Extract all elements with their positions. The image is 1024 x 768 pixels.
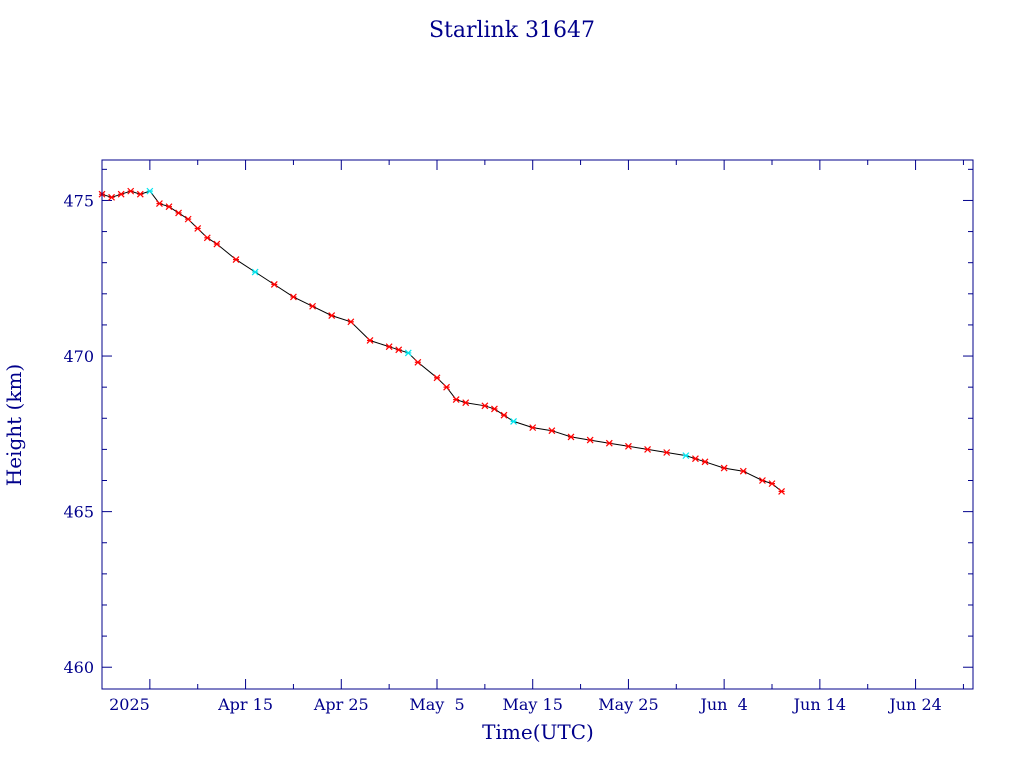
data-point [127,187,135,195]
data-point [251,268,259,276]
x-tick-label: May 5 [409,695,464,714]
data-point [768,480,776,488]
data-point [491,405,498,413]
data-point [481,402,489,410]
data-point [203,234,211,242]
series-line [101,190,782,492]
data-point [443,383,450,391]
data-point [567,433,575,441]
data-point [366,337,374,344]
x-tick-label: 2025 [109,695,150,714]
y-tick-label: 470 [63,347,94,366]
data-point [778,487,785,495]
data-point [117,190,125,198]
data-point [682,452,690,460]
data-point [692,455,699,463]
data-point [644,445,651,453]
data-point [701,458,709,466]
data-point [175,209,182,217]
data-point [720,464,728,472]
y-axis-label: Height (km) [2,364,26,486]
data-point [605,439,613,447]
data-point [663,449,671,456]
data-point [194,225,202,232]
data-point [108,193,115,201]
data-point [156,200,163,207]
data-point [586,436,594,444]
data-point [414,358,422,366]
data-point [625,442,632,450]
data-point [213,240,221,248]
data-point [165,203,173,211]
data-point [136,190,144,198]
data-point [385,343,393,351]
x-axis-label: Time(UTC) [482,720,594,744]
x-tick-label: Jun 24 [887,695,941,714]
data-point [529,424,537,432]
data-point [739,467,747,475]
data-point [500,411,508,419]
data-point [404,349,412,357]
data-point [184,215,192,223]
data-point [548,427,556,435]
data-point [309,302,316,310]
data-point [395,346,403,354]
plot-frame [101,159,974,690]
data-point [232,256,240,264]
x-tick-label: Jun 4 [698,695,747,714]
y-tick-label: 475 [63,191,94,210]
axis-tick-labels: 460 465 470 475 2025 Apr 15 Apr 25 May 5 May 15 M… [63,191,941,714]
data-points [98,187,785,495]
x-tick-label: May 25 [598,695,658,714]
x-tick-label: Apr 15 [217,695,273,714]
data-point [452,396,460,404]
data-point [328,312,336,320]
axis-ticks [101,160,973,689]
x-tick-label: May 15 [503,695,563,714]
data-point [433,374,441,382]
data-point [290,293,297,301]
y-tick-label: 465 [63,503,94,522]
data-point [270,281,278,288]
x-tick-label: Jun 14 [792,695,846,714]
x-tick-label: Apr 25 [313,695,369,714]
data-point [347,318,355,326]
data-point [462,399,470,407]
trend-line [101,190,782,492]
y-tick-label: 460 [63,658,94,677]
data-point [146,187,154,195]
data-point [759,477,766,484]
chart-title: Starlink 31647 [429,18,595,43]
data-point [510,417,517,425]
